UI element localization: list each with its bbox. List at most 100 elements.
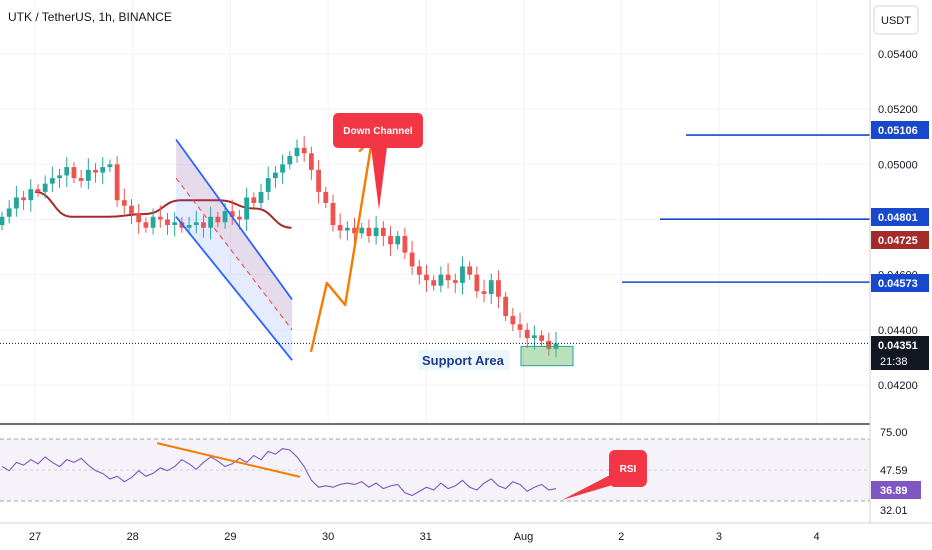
rsi-tick-75: 75.00: [880, 427, 908, 439]
channel-lower-line[interactable]: [175, 216, 293, 361]
candle: [316, 159, 321, 204]
candle-body: [352, 227, 357, 234]
candle: [71, 162, 77, 184]
candle: [215, 211, 221, 228]
candle-body: [71, 167, 77, 179]
candle-body: [380, 227, 386, 237]
moving-average-line: [34, 190, 292, 229]
candle-body: [136, 213, 142, 223]
candle: [532, 325, 537, 350]
candle: [157, 205, 163, 228]
chart-title: UTK / TetherUS, 1h, BINANCE: [8, 10, 172, 24]
candle-body: [402, 236, 408, 253]
candle: [395, 231, 401, 250]
candle: [251, 192, 257, 208]
rsi-axis[interactable]: 75.00 47.59 36.89 32.01: [871, 427, 921, 517]
candle: [474, 266, 480, 298]
rsi-callout-label: RSI: [620, 464, 637, 475]
candle-body: [6, 208, 12, 217]
channel-inner-fill: [176, 139, 293, 330]
candle: [438, 266, 444, 293]
tag-target-3: [871, 274, 929, 292]
candle-body: [57, 175, 62, 179]
candle: [0, 211, 5, 230]
callout-box: [333, 113, 423, 148]
support-area-label: Support Area: [422, 353, 505, 368]
currency-unit: USDT: [881, 15, 911, 27]
projection-path[interactable]: [309, 139, 374, 353]
candle: [28, 179, 34, 212]
candle: [380, 221, 386, 246]
candle: [496, 270, 501, 309]
candle-body: [287, 156, 293, 165]
rsi-callout[interactable]: RSI: [562, 450, 647, 500]
channel-upper-line[interactable]: [175, 138, 293, 301]
candle: [49, 166, 55, 192]
candle-body: [129, 205, 134, 214]
price-tick: 0.05200: [878, 104, 918, 116]
candle: [208, 206, 214, 240]
candle: [165, 212, 170, 235]
tag-target-1-text: 0.05106: [878, 125, 918, 137]
candle: [337, 213, 343, 239]
candle: [524, 323, 530, 349]
candle-body: [496, 280, 501, 297]
candle-body: [539, 335, 545, 341]
candle-body: [0, 216, 5, 226]
candle: [64, 157, 70, 187]
time-tick-labels: 27 28 29 30 31 Aug 2 3 4: [29, 531, 820, 543]
candle-body: [445, 274, 451, 281]
candle: [107, 159, 113, 173]
candle-body: [258, 191, 264, 203]
candle-body: [35, 189, 41, 192]
currency-badge[interactable]: [873, 5, 919, 35]
candle: [308, 146, 314, 180]
time-tick: 30: [322, 531, 334, 543]
candle-body: [165, 219, 170, 226]
callout-pointer: [371, 147, 387, 210]
tag-target-2-text: 0.04801: [878, 212, 918, 224]
down-channel-label: Down Channel: [343, 126, 413, 137]
time-tick: Aug: [514, 531, 534, 543]
candle-body: [215, 216, 221, 223]
time-tick: 4: [814, 531, 820, 543]
tag-ma-text: 0.04725: [878, 235, 918, 247]
candle-body: [21, 197, 26, 201]
candle: [42, 175, 48, 199]
candle-body: [344, 227, 350, 231]
candle-body: [78, 178, 84, 181]
candle: [13, 185, 19, 217]
candle: [488, 273, 494, 304]
tag-current-price: [871, 336, 929, 370]
candle-body: [337, 225, 343, 231]
candle: [503, 291, 509, 322]
candle-body: [510, 316, 516, 325]
price-tick: 0.05000: [878, 159, 918, 171]
down-channel-callout[interactable]: Down Channel: [333, 113, 423, 210]
time-axis[interactable]: 27 28 29 30 31 Aug 2 3 4: [0, 522, 932, 550]
price-tags: 0.05106 0.04801 0.04725 0.04573 0.04351 …: [871, 121, 929, 370]
rsi-pane: [0, 438, 870, 502]
candle-body: [409, 252, 415, 267]
candle-body: [323, 191, 329, 203]
time-tick: 31: [420, 531, 432, 543]
candle: [287, 151, 293, 170]
rsi-trendline[interactable]: [156, 442, 301, 478]
candle-body: [273, 172, 278, 179]
candle-body: [85, 169, 91, 181]
price-axis[interactable]: USDT 0.05400 0.05200 0.05000 0.04400 0.04200…: [869, 0, 932, 523]
candle-body: [222, 211, 228, 223]
candle-body: [359, 227, 365, 234]
candle: [366, 219, 372, 243]
candle: [294, 139, 300, 163]
candle: [460, 256, 465, 295]
rsi-tick-32: 32.01: [880, 505, 908, 517]
candle: [78, 169, 84, 188]
candle-body: [100, 167, 106, 173]
candle-body: [532, 335, 537, 339]
time-tick: 27: [29, 531, 41, 543]
candle: [93, 163, 98, 183]
candle-body: [424, 274, 429, 281]
support-area-box[interactable]: [520, 345, 574, 367]
